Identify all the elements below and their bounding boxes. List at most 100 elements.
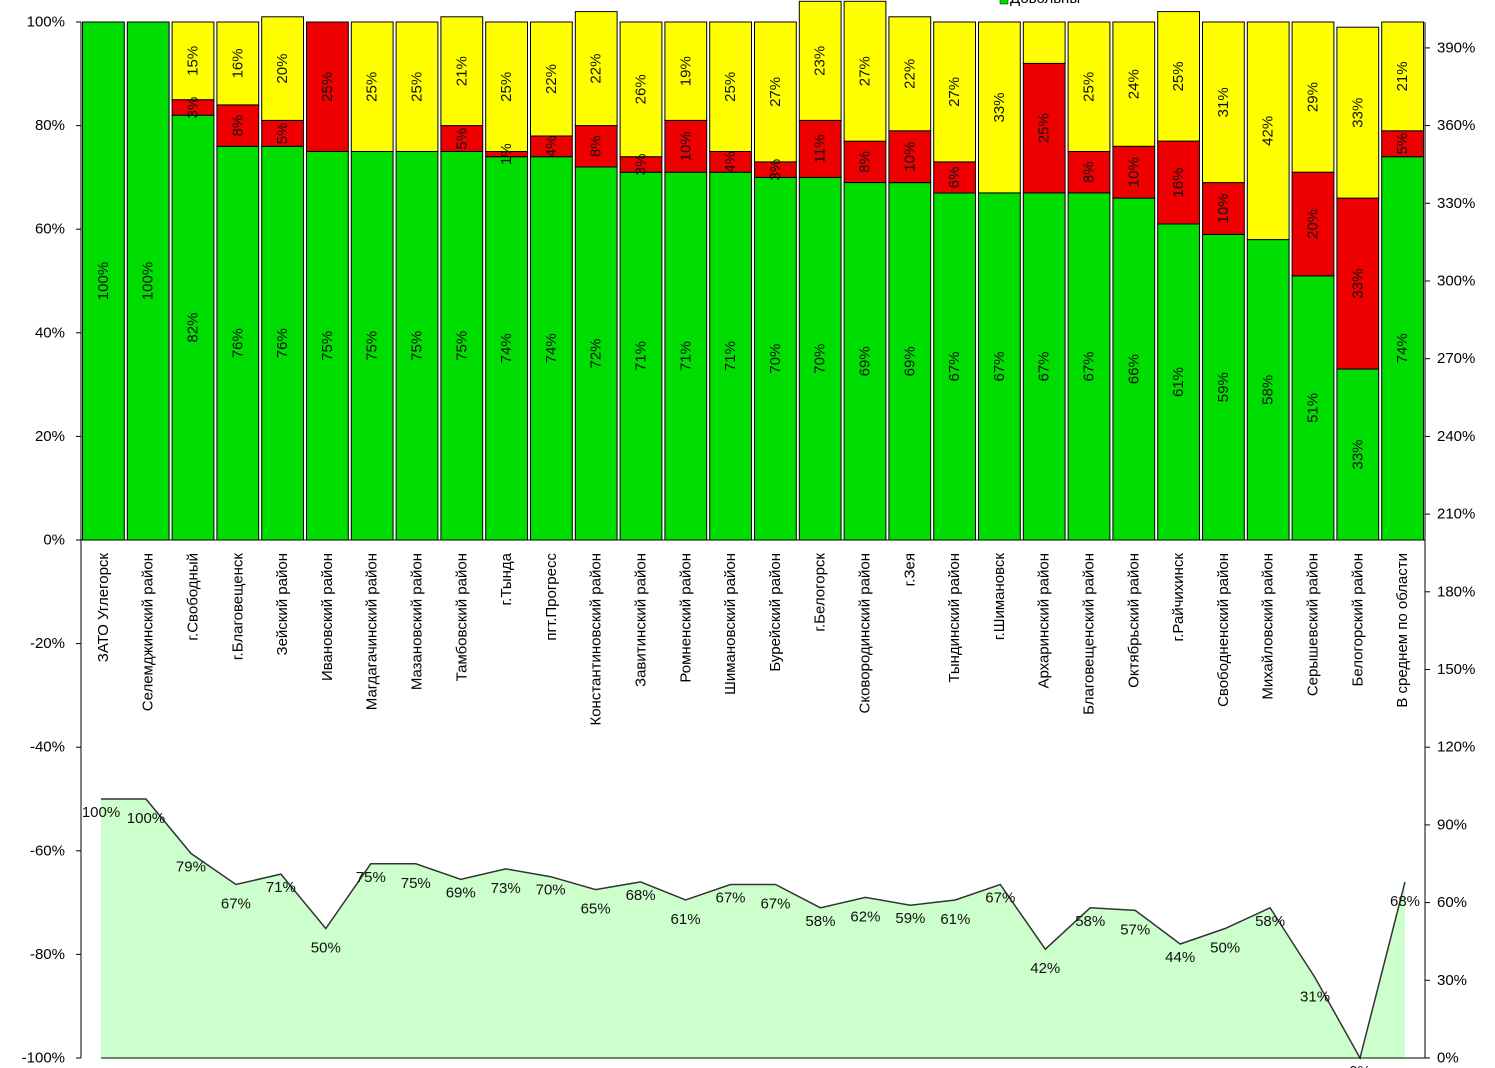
category-label: Шимановский район	[722, 553, 739, 695]
bar-segment	[664, 21, 708, 121]
bar-segment	[843, 140, 887, 184]
area-point-label: 0%	[1349, 1063, 1371, 1068]
right-tick-label: 180%	[1437, 583, 1475, 600]
bar-value-label: 25%	[1170, 61, 1187, 91]
right-tick-label: 330%	[1437, 195, 1475, 212]
bar-value-label: 5%	[274, 123, 291, 145]
bar-value-label: 19%	[677, 56, 694, 86]
bar-value-label: 27%	[767, 77, 784, 107]
area-point-label: 50%	[311, 940, 341, 957]
bar-value-label: 23%	[812, 46, 829, 76]
category-label: Благовещенский район	[1081, 553, 1098, 715]
category-label: Магдагачинский район	[364, 553, 381, 710]
bar-value-label: 67%	[991, 351, 1008, 381]
bar-segment	[1202, 233, 1245, 541]
bar-segment	[1022, 21, 1066, 64]
bar-segment	[1291, 171, 1335, 277]
bar-segment	[843, 182, 887, 541]
bar-segment	[395, 21, 439, 152]
bar-value-label: 8%	[1081, 161, 1098, 183]
bar-segment	[1157, 223, 1200, 541]
bar-segment	[530, 21, 573, 137]
area-point-label: 68%	[626, 887, 656, 904]
bar-value-label: 67%	[1081, 351, 1098, 381]
category-label: Завитинский район	[633, 553, 650, 687]
bar-segment	[754, 176, 797, 541]
left-tick-label: 60%	[35, 221, 65, 238]
area-point-label: 75%	[356, 869, 386, 886]
bar-value-label: 67%	[946, 351, 963, 381]
bar-segment	[306, 151, 349, 541]
bar-value-label: 20%	[274, 54, 291, 84]
bar-segment	[843, 0, 887, 142]
bar-value-label: 25%	[722, 72, 739, 102]
bar-segment	[171, 21, 215, 101]
bar-value-label: 16%	[1170, 168, 1187, 198]
bar-segment	[261, 119, 305, 147]
bar-value-label: 21%	[1394, 61, 1411, 91]
bar-segment	[1202, 182, 1245, 235]
bar-value-label: 58%	[1260, 375, 1277, 405]
bar-segment	[1381, 21, 1424, 132]
area-line	[101, 798, 1406, 1061]
category-label: ЗАТО Углегорск	[95, 553, 112, 663]
left-tick-label: -60%	[30, 842, 65, 859]
bar-segment	[485, 21, 529, 152]
bar-value-label: 67%	[1036, 351, 1053, 381]
area-point-label: 58%	[805, 913, 835, 930]
bar-value-label: 22%	[901, 59, 918, 89]
area-point-label: 62%	[850, 908, 880, 925]
bar-value-label: 74%	[543, 333, 560, 363]
bar-value-label: 5%	[1394, 133, 1411, 155]
bar-value-label: 1%	[498, 143, 515, 165]
category-label: Бурейский район	[767, 553, 784, 672]
bar-segment	[306, 21, 349, 152]
left-tick-label: -20%	[30, 635, 65, 652]
bar-value-label: 24%	[1125, 69, 1142, 99]
left-tick-label: 20%	[35, 428, 65, 445]
area-point-label: 68%	[1390, 893, 1420, 910]
area-point-label: 44%	[1165, 949, 1195, 966]
area-point-label: 100%	[127, 810, 165, 827]
bar-value-label: 69%	[901, 346, 918, 376]
area-point-label: 50%	[1210, 940, 1240, 957]
category-label: Октябрьский район	[1125, 553, 1142, 688]
right-tick-label: 0%	[1437, 1050, 1459, 1067]
bar-value-label: 75%	[453, 331, 470, 361]
bar-segment	[1112, 21, 1156, 147]
bar-value-label: 33%	[1349, 269, 1366, 299]
bar-value-label: 10%	[901, 142, 918, 172]
right-tick-label: 240%	[1437, 428, 1475, 445]
axes-layer	[76, 21, 1430, 1059]
category-label: Архаринский район	[1036, 553, 1053, 689]
bar-segment	[350, 21, 394, 152]
bar-value-label: 72%	[588, 338, 605, 368]
area-point-label: 67%	[716, 889, 746, 906]
bar-value-label: 10%	[1125, 157, 1142, 187]
left-tick-label: 0%	[43, 532, 65, 549]
bar-value-label: 31%	[1215, 87, 1232, 117]
left-tick-label: -40%	[30, 739, 65, 756]
bar-segment	[485, 156, 529, 541]
bar-segment	[978, 192, 1021, 541]
bar-segment	[440, 151, 484, 541]
bar-value-label: 22%	[543, 64, 560, 94]
area-point-label: 67%	[985, 889, 1015, 906]
right-tick-label: 150%	[1437, 661, 1475, 678]
bar-value-label: 42%	[1260, 116, 1277, 146]
area-point-label: 75%	[401, 875, 431, 892]
category-label: г.Шимановск	[991, 553, 1008, 641]
bars-layer	[82, 0, 1424, 541]
category-label: Михайловский район	[1260, 553, 1277, 700]
legend-swatch	[999, 0, 1009, 5]
bar-value-label: 100%	[140, 262, 157, 300]
category-label: Ивановский район	[319, 553, 336, 681]
category-label: Мазановский район	[409, 553, 426, 690]
category-label: г.Благовещенск	[229, 553, 246, 661]
area-point-label: 61%	[940, 911, 970, 928]
legend: Довольны	[999, 0, 1080, 7]
right-tick-label: 270%	[1437, 350, 1475, 367]
bar-segment	[1157, 11, 1200, 142]
bar-value-label: 3%	[767, 159, 784, 181]
